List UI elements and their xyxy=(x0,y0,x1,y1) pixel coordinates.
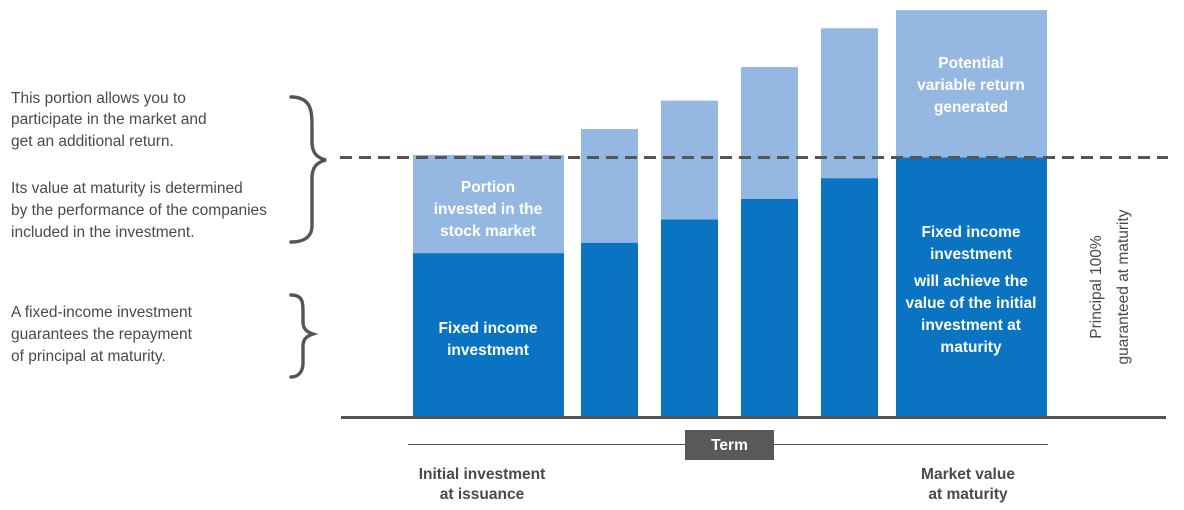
guarantee-vertical-label: Principal 100% guaranteed at maturity xyxy=(1088,209,1132,364)
large-brace-icon xyxy=(289,95,327,244)
bar-4-fixed-segment xyxy=(741,198,798,416)
first-bar-bottom-label-line-2: investment xyxy=(447,342,529,359)
bar-6-fixed-segment xyxy=(896,157,1047,416)
bar-4-variable-segment xyxy=(741,67,798,199)
fixed-note-line-3: of principal at maturity. xyxy=(11,348,166,365)
market-value-label: Market value at maturity xyxy=(921,466,1015,503)
last-bar-top-label-line-1: Potential xyxy=(938,55,1003,72)
last-bar-top-label-line-3: generated xyxy=(934,99,1008,116)
market-note-line-1: This portion allows you to xyxy=(11,90,186,107)
small-brace-icon xyxy=(289,293,319,379)
bar-1-variable-segment xyxy=(413,154,564,254)
bar-6-variable-segment xyxy=(896,10,1047,158)
maturity-note: Its value at maturity is determined by t… xyxy=(11,180,267,241)
bar-3-fixed-segment xyxy=(661,219,718,416)
last-bar-bottom-label-line-4: value of the initial xyxy=(906,295,1037,312)
maturity-note-line-3: included in the investment. xyxy=(11,224,195,241)
guarantee-vertical-label-line-2: guaranteed at maturity xyxy=(1115,209,1132,364)
market-value-label-line-1: Market value xyxy=(921,466,1015,483)
maturity-note-line-1: Its value at maturity is determined xyxy=(11,180,243,197)
first-bar-bottom-label-line-1: Fixed income xyxy=(438,320,537,337)
initial-investment-label: Initial investment at issuance xyxy=(419,466,546,503)
fixed-note: A fixed-income investment guarantees the… xyxy=(11,304,193,365)
bar-2-fixed-segment xyxy=(581,242,638,416)
bar-5-fixed-segment xyxy=(821,178,878,416)
guarantee-vertical-label-line-1: Principal 100% xyxy=(1088,235,1105,339)
fixed-note-line-1: A fixed-income investment xyxy=(11,304,193,321)
bars-layer xyxy=(413,10,1047,416)
first-bar-top-label: Portion invested in the stock market xyxy=(434,179,543,240)
market-note-line-3: get an additional return. xyxy=(11,133,174,150)
bar-3-variable-segment xyxy=(661,100,718,220)
term-box xyxy=(685,430,774,460)
last-bar-bottom-label-line-3: will achieve the xyxy=(913,273,1028,290)
initial-investment-label-line-1: Initial investment xyxy=(419,466,546,483)
last-bar-bottom-label: Fixed income investment will achieve the… xyxy=(906,224,1037,356)
market-note-line-2: participate in the market and xyxy=(11,111,207,128)
term-label: Term xyxy=(711,437,748,454)
fixed-note-line-2: guarantees the repayment xyxy=(11,326,193,343)
first-bar-bottom-label: Fixed income investment xyxy=(438,320,537,359)
market-note: This portion allows you to participate i… xyxy=(11,90,207,150)
first-bar-top-label-line-1: Portion xyxy=(461,179,515,196)
first-bar-top-label-line-2: invested in the xyxy=(434,201,543,218)
bar-5-variable-segment xyxy=(821,28,878,179)
last-bar-bottom-label-line-1: Fixed income xyxy=(921,224,1020,241)
last-bar-bottom-label-line-2: investment xyxy=(930,246,1012,263)
last-bar-top-label-line-2: variable return xyxy=(917,77,1025,94)
last-bar-bottom-label-line-5: investment at xyxy=(921,317,1021,334)
bar-2-variable-segment xyxy=(581,129,638,243)
bar-1-fixed-segment xyxy=(413,253,564,416)
market-value-label-line-2: at maturity xyxy=(928,486,1008,503)
last-bar-bottom-label-line-6: maturity xyxy=(940,339,1002,356)
maturity-note-line-2: by the performance of the companies xyxy=(11,202,267,219)
initial-investment-label-line-2: at issuance xyxy=(440,486,525,503)
first-bar-top-label-line-3: stock market xyxy=(440,223,536,240)
last-bar-top-label: Potential variable return generated xyxy=(917,55,1025,116)
